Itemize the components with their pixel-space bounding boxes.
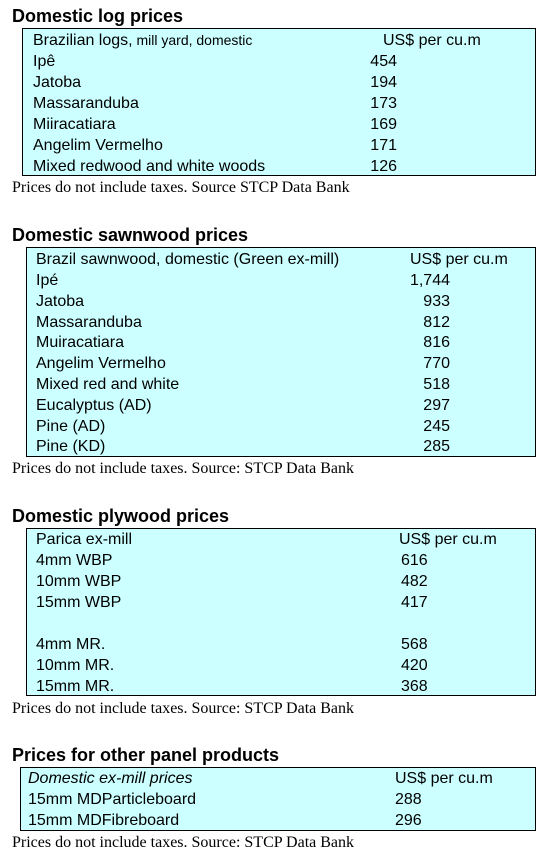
- header-label: Domestic ex-mill prices: [28, 770, 193, 787]
- row-name: Mixed red and white: [36, 376, 180, 393]
- row-name: 15mm MDParticleboard: [28, 791, 197, 808]
- row-value: 171: [370, 137, 397, 154]
- table-row: Angelim Vermelho 770: [27, 353, 535, 374]
- row-name: Pine (KD): [36, 438, 106, 456]
- header-unit: US$ per cu.m: [383, 32, 481, 49]
- row-name: Jatoba: [36, 292, 85, 310]
- table-row: Pine (AD) 245: [27, 416, 535, 437]
- table-header: Domestic ex-mill prices US$ per cu.m: [21, 768, 535, 789]
- table-header: Parica ex-mill US$ per cu.m: [27, 529, 535, 550]
- table-row: 4mm MR. 568: [27, 634, 535, 655]
- row-value: 770: [423, 355, 450, 373]
- header-unit: US$ per cu.m: [395, 770, 493, 787]
- row-value: 812: [423, 313, 450, 331]
- row-value: 285: [423, 438, 450, 456]
- sawnwood-prices-note: Prices do not include taxes. Source: STC…: [12, 460, 355, 477]
- sawnwood-prices-table: Brazil sawnwood, domestic (Green ex-mill…: [26, 247, 536, 457]
- row-name: 15mm WBP: [36, 594, 122, 611]
- table-header: Brazilian logs, mill yard, domestic US$ …: [23, 30, 535, 51]
- table-row: 15mm MDFibreboard 296: [21, 810, 535, 831]
- row-value: 173: [370, 95, 397, 112]
- log-prices-note: Prices do not include taxes. Source STCP…: [12, 179, 350, 196]
- table-row: Massaranduba 173: [23, 93, 535, 114]
- row-value: 169: [370, 116, 397, 133]
- row-value: 933: [423, 292, 450, 310]
- row-name: 15mm MR.: [36, 678, 115, 695]
- row-value: 616: [401, 552, 428, 569]
- row-value: 245: [423, 417, 450, 435]
- header-label: Parica ex-mill: [36, 531, 133, 548]
- table-row: Jatoba 194: [23, 72, 535, 93]
- panel-prices-title: Prices for other panel products: [12, 745, 280, 765]
- table-row: 10mm WBP 482: [27, 571, 535, 592]
- row-value: 288: [395, 791, 422, 808]
- table-row: Mixed redwood and white woods 126: [23, 156, 535, 177]
- table-row: Muiracatiara 816: [27, 332, 535, 353]
- table-row: 15mm MDParticleboard 288: [21, 789, 535, 810]
- row-value: 482: [401, 573, 428, 590]
- table-row: 15mm MR. 368: [27, 676, 535, 697]
- header-label: Brazilian logs,: [33, 32, 133, 49]
- row-name: 15mm MDFibreboard: [28, 812, 180, 829]
- row-name: Ipê: [33, 53, 56, 70]
- table-row: Mixed red and white 518: [27, 374, 535, 395]
- row-value: 296: [395, 812, 422, 829]
- sawnwood-prices-title: Domestic sawnwood prices: [12, 225, 249, 245]
- header-label: Brazil sawnwood, domestic (Green ex-mill…: [36, 251, 340, 268]
- row-value: 297: [423, 396, 450, 414]
- table-row: Angelim Vermelho 171: [23, 135, 535, 156]
- log-prices-title: Domestic log prices: [12, 6, 184, 26]
- table-row: Jatoba 933: [27, 291, 535, 312]
- row-name: 4mm MR.: [36, 636, 106, 653]
- plywood-prices-table: Parica ex-mill US$ per cu.m 4mm WBP 616 10…: [26, 528, 536, 696]
- header-unit: US$ per cu.m: [399, 531, 497, 548]
- row-name: Massaranduba: [33, 95, 139, 112]
- row-name: Muiracatiara: [36, 334, 125, 352]
- table-row: Eucalyptus (AD) 297: [27, 395, 535, 416]
- row-value: 816: [423, 334, 450, 352]
- table-row: Miiracatiara 169: [23, 114, 535, 135]
- row-value: 454: [370, 53, 397, 70]
- row-name: Ipé: [36, 272, 59, 289]
- header-unit: US$ per cu.m: [410, 251, 508, 268]
- row-name: Eucalyptus (AD): [36, 396, 152, 414]
- table-row: Massaranduba 812: [27, 312, 535, 333]
- row-value: 1,744: [409, 272, 450, 289]
- row-value: 368: [401, 678, 428, 695]
- plywood-prices-note: Prices do not include taxes. Source: STC…: [12, 700, 355, 717]
- table-row: 15mm WBP 417: [27, 592, 535, 613]
- row-name: Mixed redwood and white woods: [33, 158, 266, 175]
- row-name: 10mm MR.: [36, 657, 115, 674]
- row-value: 126: [370, 158, 397, 175]
- row-value: 194: [370, 74, 397, 91]
- row-name: Jatoba: [33, 74, 82, 91]
- row-name: 10mm WBP: [36, 573, 122, 590]
- panel-prices-table: Domestic ex-mill prices US$ per cu.m 15m…: [20, 767, 536, 831]
- row-value: 568: [401, 636, 428, 653]
- table-header: Brazil sawnwood, domestic (Green ex-mill…: [27, 249, 535, 270]
- plywood-prices-title: Domestic plywood prices: [12, 506, 230, 526]
- table-row: Ipé 1,744: [27, 270, 535, 291]
- row-name: Pine (AD): [36, 417, 106, 435]
- row-value: 420: [401, 657, 428, 674]
- row-name: 4mm WBP: [36, 552, 113, 569]
- panel-prices-note: Prices do not include taxes. Source: STC…: [12, 834, 355, 851]
- table-row: 10mm MR. 420: [27, 655, 535, 676]
- row-value: 518: [423, 376, 450, 393]
- table-row: 4mm WBP 616: [27, 550, 535, 571]
- row-value: 417: [401, 594, 428, 611]
- table-row: Pine (KD) 285: [27, 436, 535, 457]
- row-name: Miiracatiara: [33, 116, 116, 133]
- row-name: Angelim Vermelho: [36, 355, 166, 373]
- header-sublabel: mill yard, domestic: [132, 32, 253, 48]
- log-prices-table: Brazilian logs, mill yard, domestic US$ …: [22, 28, 536, 176]
- row-name: Massaranduba: [36, 313, 142, 331]
- row-name: Angelim Vermelho: [33, 137, 163, 154]
- table-row: Ipê 454: [23, 51, 535, 72]
